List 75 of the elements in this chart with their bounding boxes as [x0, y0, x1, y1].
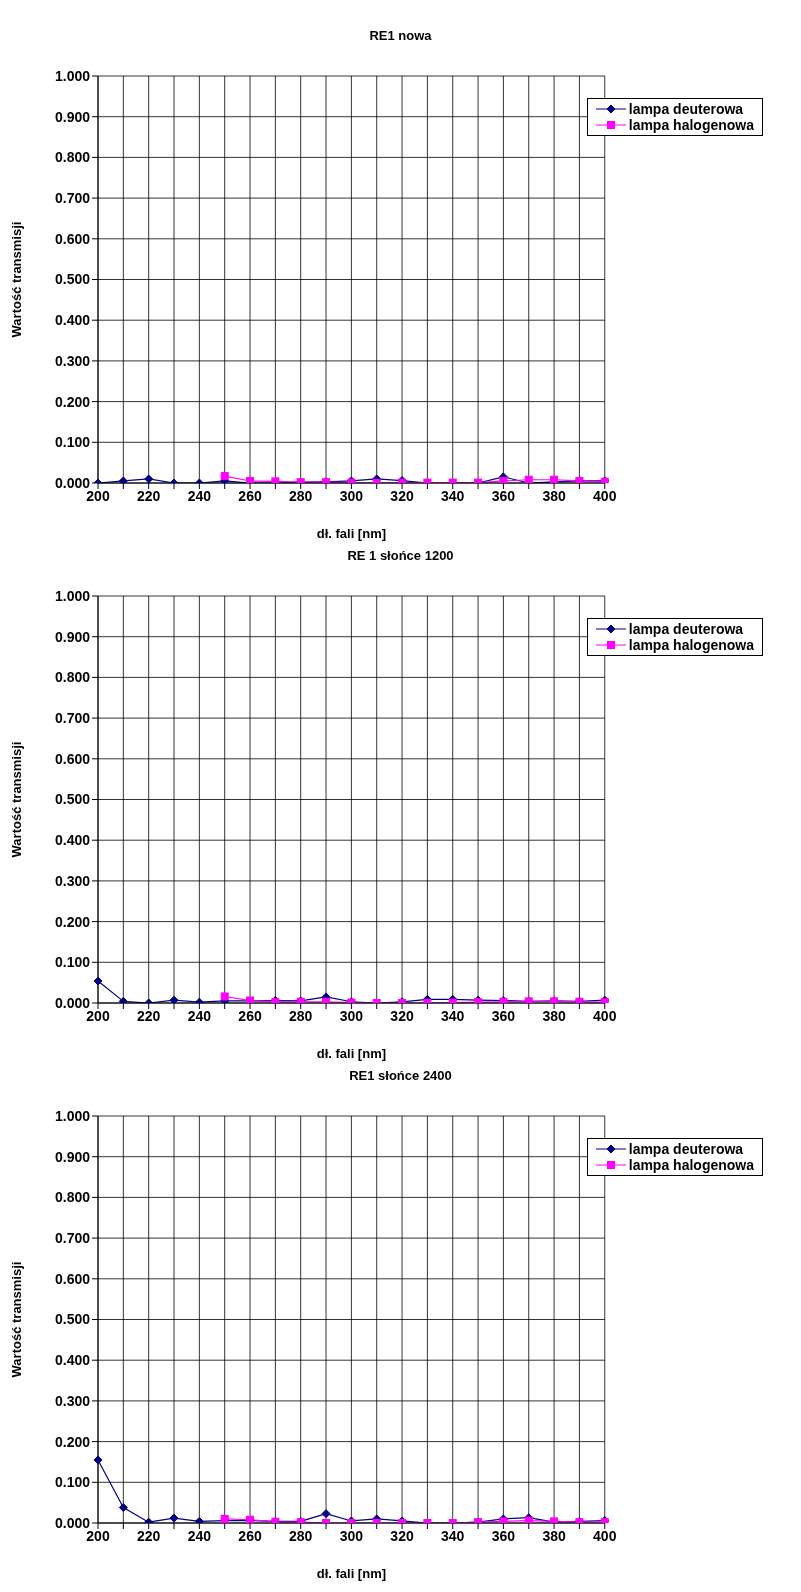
y-tick-label: 0.500: [54, 1311, 91, 1328]
x-axis-title: dł. fali [nm]: [316, 1566, 387, 1581]
y-tick-label: 0.700: [54, 1230, 91, 1247]
x-tick-label: 400: [593, 1527, 617, 1544]
x-tick-label: 280: [289, 1527, 313, 1544]
x-tick-label: 340: [441, 487, 465, 504]
y-tick-label: 0.300: [54, 352, 91, 369]
y-tick-label: 1.000: [54, 1107, 91, 1124]
y-axis-title: Wartość transmisji: [8, 221, 24, 338]
y-tick-label: 0.900: [54, 108, 91, 125]
y-tick-label: 0.200: [54, 393, 91, 410]
x-tick-label: 360: [491, 487, 516, 504]
y-tick-label: 0.400: [54, 832, 91, 849]
y-tick-label: 0.700: [54, 710, 91, 727]
x-tick-label: 280: [289, 487, 313, 504]
x-tick-label: 340: [441, 1527, 465, 1544]
x-tick-label: 380: [542, 1007, 566, 1024]
legend-label: lampa deuterowa: [628, 1141, 744, 1157]
x-tick-label: 320: [390, 487, 414, 504]
y-axis-title: Wartość transmisji: [8, 1261, 24, 1378]
legend-label: lampa halogenowa: [628, 117, 754, 133]
y-tick-label: 1.000: [54, 587, 91, 604]
legend-label: lampa halogenowa: [628, 1157, 754, 1173]
y-tick-label: 0.800: [54, 149, 91, 166]
x-tick-label: 300: [339, 1007, 364, 1024]
legend-label: lampa deuterowa: [628, 101, 744, 117]
legend-label: lampa halogenowa: [628, 637, 754, 653]
x-tick-label: 340: [441, 1007, 465, 1024]
y-tick-label: 0.900: [54, 628, 91, 645]
x-tick-label: 280: [289, 1007, 313, 1024]
y-tick-label: 0.500: [54, 791, 91, 808]
y-tick-label: 0.100: [54, 954, 91, 971]
y-tick-label: 0.200: [54, 1433, 91, 1450]
legend-label: lampa deuterowa: [628, 621, 744, 637]
y-tick-label: 0.900: [54, 1148, 91, 1165]
x-axis-title: dł. fali [nm]: [316, 1046, 387, 1061]
chart-title: RE1 nowa: [368, 27, 433, 45]
chart-title: RE 1 słońce 1200: [347, 548, 454, 563]
x-tick-label: 400: [593, 487, 617, 504]
x-tick-label: 220: [137, 487, 161, 504]
x-tick-label: 300: [339, 1527, 364, 1544]
y-tick-label: 0.600: [54, 230, 91, 247]
x-axis-title: dł. fali [nm]: [316, 526, 387, 541]
y-tick-label: 0.400: [54, 312, 91, 329]
y-tick-label: 1.000: [54, 67, 91, 84]
x-tick-label: 360: [491, 1007, 516, 1024]
x-tick-label: 260: [238, 1007, 262, 1024]
x-tick-label: 240: [187, 1527, 212, 1544]
y-tick-label: 0.600: [54, 750, 91, 767]
y-axis-title: Wartość transmisji: [8, 741, 24, 858]
x-tick-label: 320: [390, 1007, 414, 1024]
x-tick-label: 260: [238, 487, 262, 504]
x-tick-label: 400: [593, 1007, 617, 1024]
y-tick-label: 0.200: [54, 913, 91, 930]
x-tick-label: 260: [238, 1527, 262, 1544]
x-tick-label: 300: [339, 487, 364, 504]
x-tick-label: 380: [542, 487, 566, 504]
x-tick-label: 240: [187, 1007, 212, 1024]
x-tick-label: 240: [187, 487, 212, 504]
x-tick-label: 320: [390, 1527, 414, 1544]
y-tick-label: 0.100: [54, 1474, 91, 1491]
y-tick-label: 0.400: [54, 1352, 91, 1369]
y-tick-label: 0.800: [54, 1189, 91, 1206]
y-tick-label: 0.800: [54, 669, 91, 686]
x-tick-label: 360: [491, 1527, 516, 1544]
x-tick-label: 220: [137, 1007, 161, 1024]
x-tick-label: 380: [542, 1527, 566, 1544]
chart-title: RE1 słońce 2400: [349, 1068, 452, 1083]
y-tick-label: 0.100: [54, 434, 91, 451]
x-tick-label: 220: [137, 1527, 161, 1544]
y-tick-label: 0.700: [54, 190, 91, 207]
y-tick-label: 0.600: [54, 1270, 91, 1287]
y-tick-label: 0.500: [54, 271, 91, 288]
y-tick-label: 0.300: [54, 872, 91, 889]
y-tick-label: 0.300: [54, 1392, 91, 1409]
